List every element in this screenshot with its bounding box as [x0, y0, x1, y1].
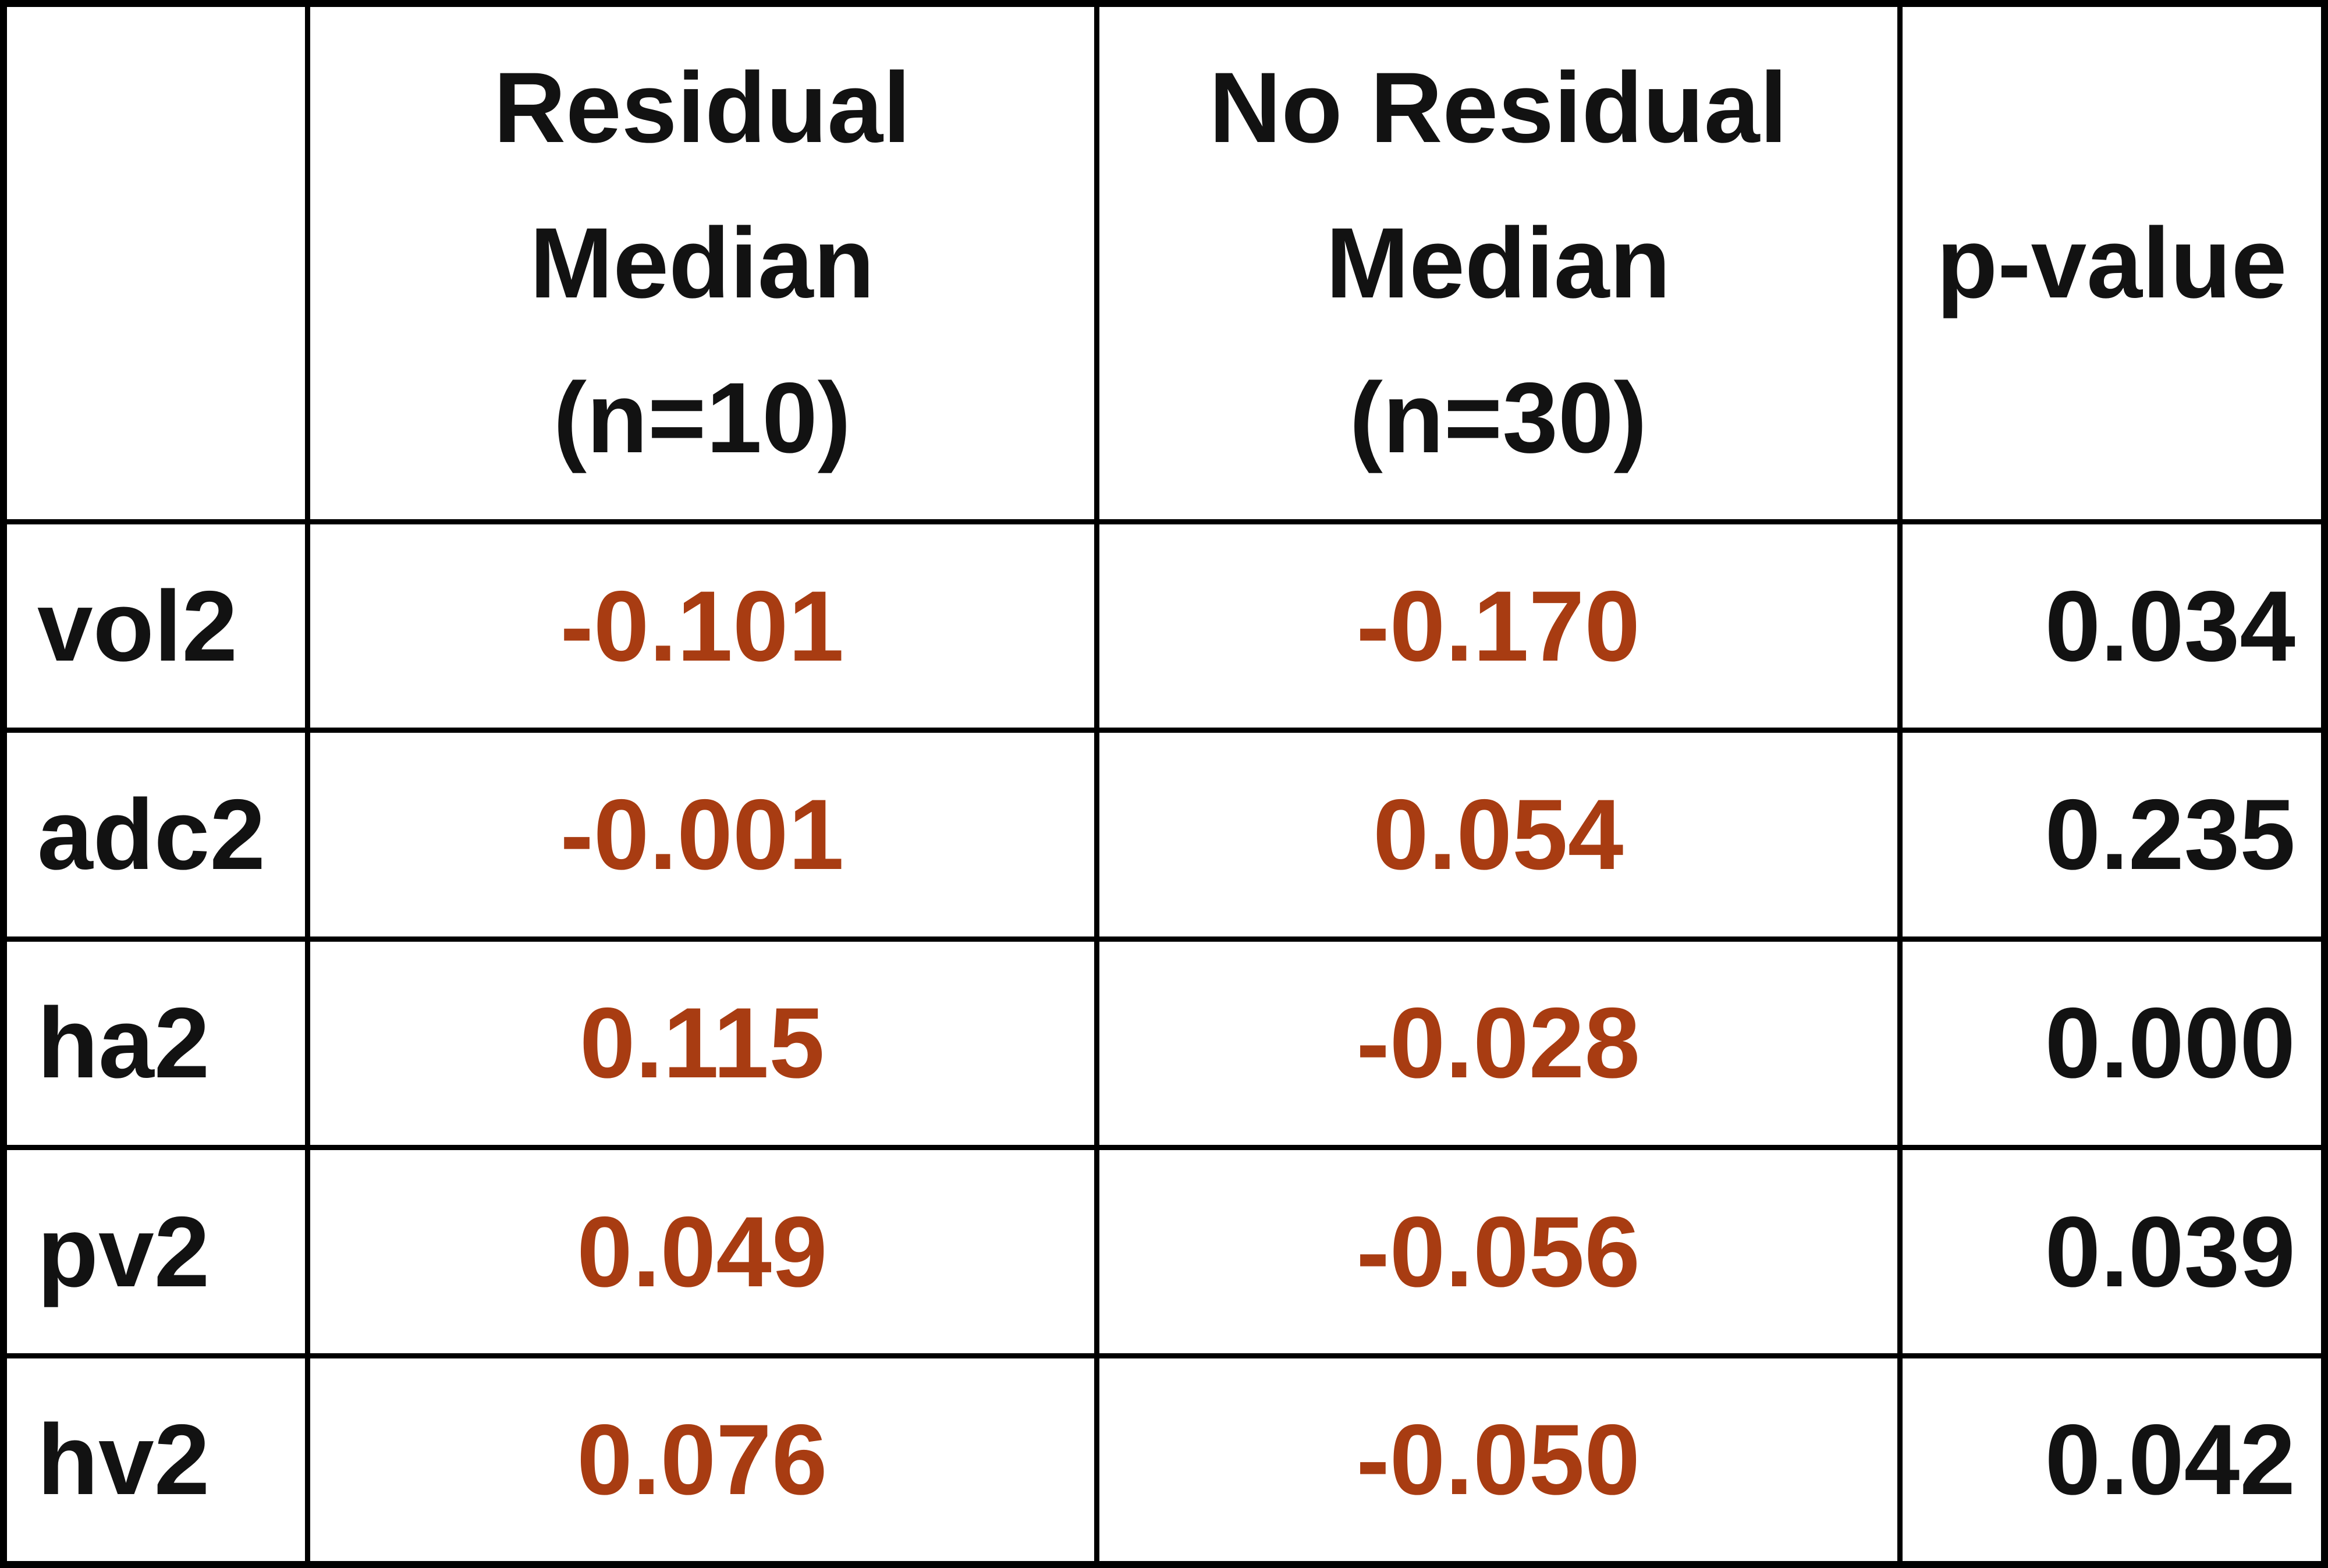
residual-median-cell: 0.076: [304, 1353, 1099, 1567]
row-label-cell: hv2: [1, 1353, 310, 1567]
residual-median-cell: 0.049: [304, 1144, 1099, 1359]
no-residual-median-cell: -0.050: [1094, 1353, 1903, 1567]
table-row-ha2: ha2 0.115 -0.028 0.000: [1, 936, 2327, 1150]
residual-median-cell: -0.001: [304, 728, 1099, 942]
p-value-cell: 0.034: [1897, 519, 2327, 733]
no-residual-median-cell: -0.170: [1094, 519, 1903, 733]
header-row: Residual Median (n=10) No Residual Media…: [1, 1, 2327, 524]
p-value-cell: 0.039: [1897, 1144, 2327, 1359]
header-empty-cell: [1, 1, 310, 524]
table-row-hv2: hv2 0.076 -0.050 0.042: [1, 1353, 2327, 1567]
header-line: Median: [530, 207, 875, 319]
table-row-adc2: adc2 -0.001 0.054 0.235: [1, 728, 2327, 942]
no-residual-median-cell: 0.054: [1094, 728, 1903, 942]
header-line: (n=10): [553, 362, 851, 474]
table-row-vol2: vol2 -0.101 -0.170 0.034: [1, 519, 2327, 733]
header-no-residual-median: No Residual Median (n=30): [1094, 1, 1903, 524]
header-line: Median: [1325, 207, 1671, 319]
header-line: No Residual: [1209, 52, 1788, 164]
row-label-cell: pv2: [1, 1144, 310, 1359]
p-value-cell: 0.000: [1897, 936, 2327, 1150]
table-row-pv2: pv2 0.049 -0.056 0.039: [1, 1144, 2327, 1359]
header-p-value: p-value: [1897, 1, 2327, 524]
row-label-cell: ha2: [1, 936, 310, 1150]
no-residual-median-cell: -0.056: [1094, 1144, 1903, 1359]
row-label-cell: adc2: [1, 728, 310, 942]
p-value-cell: 0.042: [1897, 1353, 2327, 1567]
row-label-cell: vol2: [1, 519, 310, 733]
residual-median-cell: 0.115: [304, 936, 1099, 1150]
header-residual-median: Residual Median (n=10): [304, 1, 1099, 524]
header-line: Residual: [493, 52, 911, 164]
no-residual-median-cell: -0.028: [1094, 936, 1903, 1150]
header-line: (n=30): [1349, 362, 1647, 474]
p-value-cell: 0.235: [1897, 728, 2327, 942]
residual-median-cell: -0.101: [304, 519, 1099, 733]
